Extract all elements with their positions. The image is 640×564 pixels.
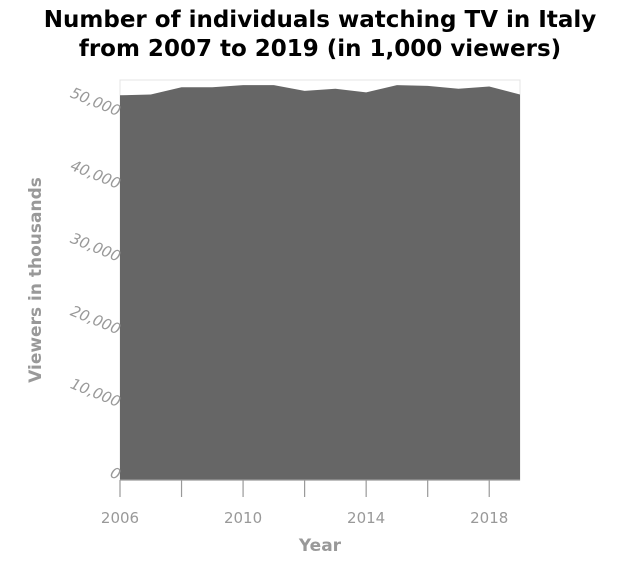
x-tick-label: 2006	[101, 509, 139, 527]
y-tick-label: 50,000	[68, 84, 123, 120]
y-tick-label: 40,000	[68, 156, 123, 192]
data-area	[120, 85, 520, 480]
x-axis-title: Year	[298, 536, 342, 556]
chart-title-line-2: from 2007 to 2019 (in 1,000 viewers)	[78, 36, 562, 62]
chart-title: Number of individuals watching TV in Ita…	[0, 6, 640, 64]
y-tick-label: 30,000	[68, 229, 123, 265]
y-tick-label: 20,000	[68, 302, 123, 338]
x-tick-label: 2010	[224, 509, 262, 527]
x-tick-label: 2014	[347, 509, 385, 527]
chart-title-line-1: Number of individuals watching TV in Ita…	[43, 7, 597, 33]
y-tick-label: 10,000	[68, 375, 123, 411]
x-axis-ticks	[119, 480, 490, 497]
x-tick-label: 2018	[470, 509, 508, 527]
y-axis-title: Viewers in thousands	[26, 177, 46, 383]
x-axis-tick-labels: 2006 2010 2014 2018	[101, 509, 508, 527]
